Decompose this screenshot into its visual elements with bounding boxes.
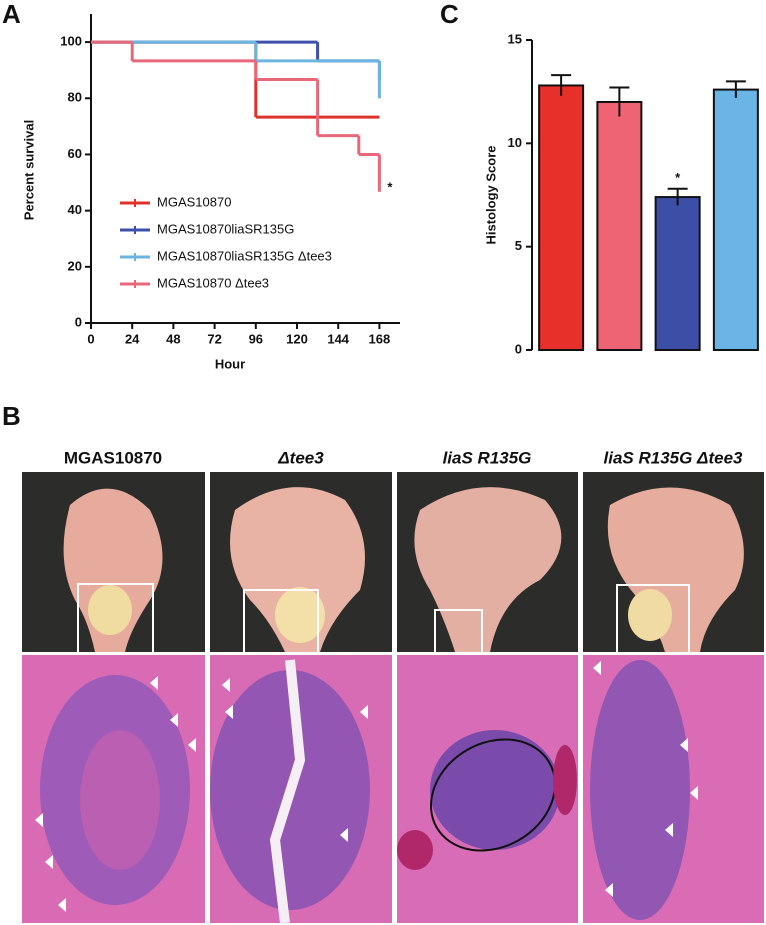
histology (583, 655, 764, 923)
panel-label: A (2, 0, 21, 29)
y-tick-label: 80 (68, 90, 82, 105)
x-tick-label: 144 (327, 331, 349, 346)
column-title: liaS R135G (443, 448, 532, 467)
histology (210, 655, 392, 924)
x-tick-label: 0 (87, 331, 94, 346)
bar (596, 101, 643, 351)
column-title: MGAS10870 (64, 448, 162, 467)
legend-label: MGAS10870liaSR135G (157, 221, 294, 236)
y-tick-label: 100 (60, 34, 82, 49)
histology (397, 655, 578, 923)
x-tick-label: 96 (249, 331, 263, 346)
y-tick-label: 60 (68, 146, 82, 161)
legend-label: MGAS10870 Δtee3 (157, 275, 269, 290)
bar (538, 84, 585, 351)
y-tick-label: 20 (68, 258, 82, 273)
photo (210, 472, 392, 665)
annotation: * (675, 170, 681, 185)
y-tick-label: 15 (508, 31, 522, 46)
x-tick-label: 24 (125, 331, 140, 346)
column-title: liaS R135G Δtee3 (604, 448, 744, 467)
panel-label: C (440, 0, 459, 29)
bar (712, 88, 759, 351)
y-tick-label: 0 (75, 314, 82, 329)
bar (654, 196, 701, 351)
photo-grid (22, 472, 764, 924)
photo (22, 472, 205, 655)
y-tick-label: 10 (508, 135, 522, 150)
legend-label: MGAS10870liaSR135G Δtee3 (157, 248, 332, 263)
x-tick-label: 120 (286, 331, 308, 346)
x-tick-label: 72 (207, 331, 221, 346)
column-title: Δtee3 (277, 448, 324, 467)
legend-label: MGAS10870 (157, 194, 231, 209)
y-axis-label: Percent survival (21, 120, 36, 220)
annotation: * (387, 179, 393, 194)
panel-label: B (2, 401, 21, 431)
photo (397, 472, 578, 659)
y-axis-label: Histology Score (483, 146, 498, 245)
photo (583, 472, 764, 658)
y-tick-label: 5 (515, 238, 522, 253)
y-tick-label: 0 (515, 341, 522, 356)
histology (22, 655, 205, 923)
y-tick-label: 40 (68, 202, 82, 217)
x-axis-label: Hour (215, 356, 245, 371)
x-tick-label: 48 (166, 331, 180, 346)
x-tick-label: 168 (369, 331, 391, 346)
